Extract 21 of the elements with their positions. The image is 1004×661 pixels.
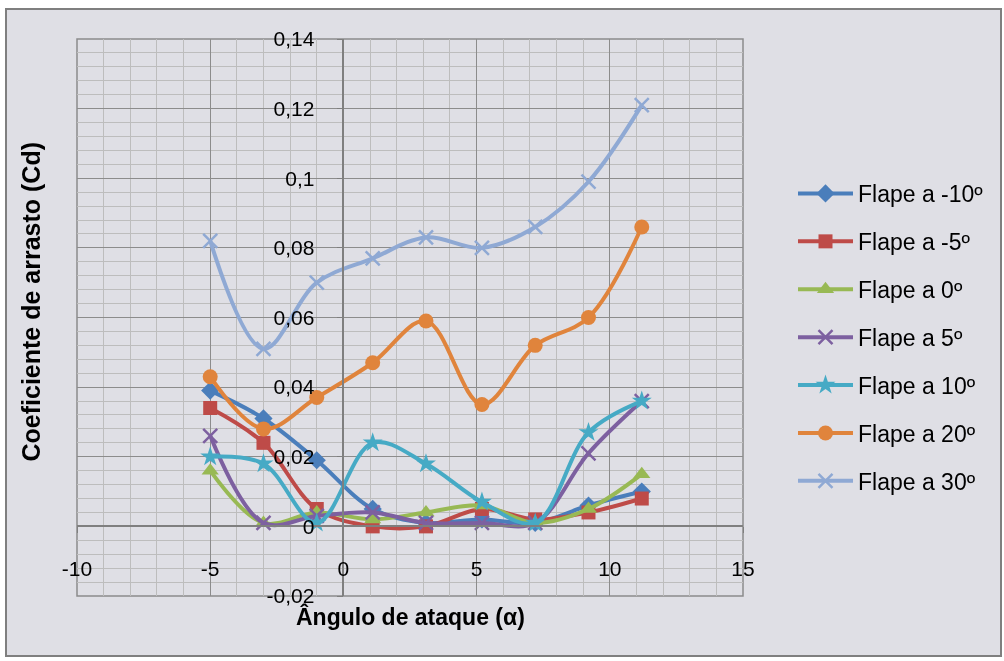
legend-label: Flape a -5º <box>858 229 971 256</box>
y-tick-label: 0,06 <box>273 305 315 329</box>
legend-label: Flape a 5º <box>858 325 963 352</box>
legend-label: Flape a -10º <box>858 181 984 208</box>
x-tick-label: 15 <box>731 557 755 581</box>
legend-label: Flape a 0º <box>858 277 963 304</box>
y-axis-title: Coeficiente de arrasto (Cd) <box>16 141 45 462</box>
x-tick-label: -10 <box>61 557 93 581</box>
legend-label: Flape a 20º <box>858 420 976 447</box>
y-tick-label: 0,1 <box>285 166 315 190</box>
x-tick-label: 10 <box>598 557 622 581</box>
x-tick-label: -5 <box>200 557 220 581</box>
y-tick-label: 0,08 <box>273 236 315 260</box>
y-tick-label: 0,12 <box>273 96 315 120</box>
x-tick-label: 5 <box>470 557 483 581</box>
x-tick-label: 0 <box>337 557 350 581</box>
y-tick-label: 0 <box>302 514 315 538</box>
y-tick-label: 0,14 <box>273 27 315 51</box>
legend-label: Flape a 30º <box>858 468 976 495</box>
legend-label: Flape a 10º <box>858 373 976 400</box>
y-tick-label: 0,04 <box>273 375 315 399</box>
